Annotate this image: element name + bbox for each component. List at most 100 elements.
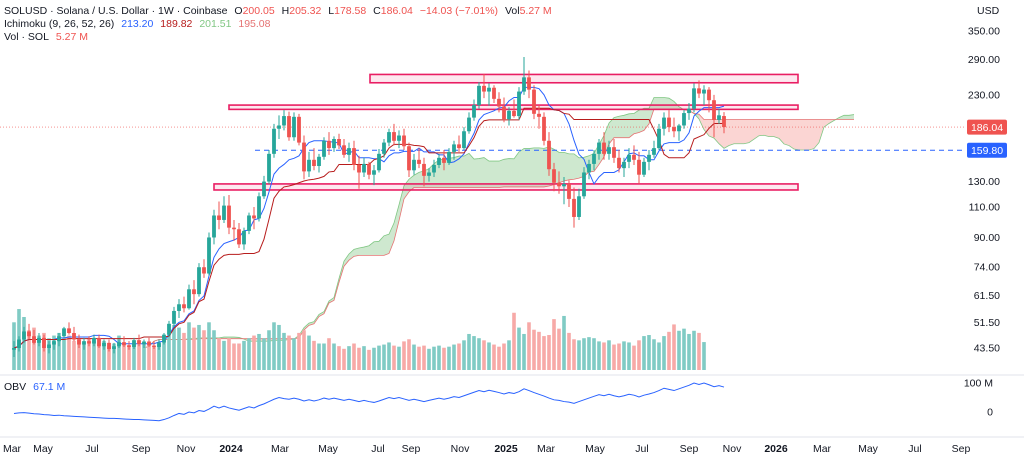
volume-bar — [567, 333, 571, 370]
candle — [612, 139, 616, 163]
candle-body — [222, 206, 226, 220]
candle-body — [37, 338, 41, 343]
candle — [327, 132, 331, 155]
candle — [62, 327, 66, 338]
cloud-segment — [374, 241, 379, 255]
candle-body — [512, 111, 516, 116]
volume-bar — [297, 333, 301, 370]
time-axis: Mar May Jul Sep Nov 2024 Mar May Jul Sep Nov 2025 Ma… — [3, 443, 971, 455]
candle-body — [202, 267, 206, 273]
candle — [242, 228, 246, 250]
price-tick-label: 74.00 — [974, 262, 1000, 274]
cloud-segment — [484, 158, 489, 188]
symbol-title: SOLUSD · Solana / U.S. Dollar · 1W · Coi… — [4, 5, 228, 17]
candle-body — [162, 335, 166, 343]
volume-bar — [322, 344, 326, 371]
ohlc-close: C186.04 — [373, 5, 413, 17]
cloud-segment — [509, 159, 514, 187]
cloud-segment — [734, 120, 739, 144]
candle — [517, 87, 521, 120]
candle-body — [402, 136, 406, 147]
cloud-segment — [539, 148, 544, 187]
time-tick-label: Jul — [371, 443, 384, 455]
candle — [657, 124, 661, 150]
volume-bar — [627, 342, 631, 370]
candle — [382, 139, 386, 158]
volume-bar — [507, 340, 511, 370]
cloud-segment — [529, 148, 534, 187]
volume-bar — [152, 347, 156, 370]
volume-bar — [357, 348, 361, 370]
candle-body — [207, 237, 211, 273]
candle — [212, 210, 216, 245]
candle-body — [677, 125, 681, 131]
volume-bar — [342, 349, 346, 370]
candle — [197, 263, 201, 296]
candle-body — [462, 131, 466, 148]
time-tick-label: May — [318, 443, 339, 455]
candle-body — [692, 88, 696, 108]
candle-body — [537, 114, 541, 117]
candle — [137, 335, 141, 347]
volume-bar — [192, 328, 196, 370]
cloud-segment — [559, 152, 564, 182]
candle-body — [427, 172, 431, 175]
candle-body — [212, 215, 216, 237]
volume-bar — [307, 336, 311, 370]
volume-bar — [392, 346, 396, 370]
candle-body — [87, 341, 91, 343]
obv-line — [14, 383, 724, 421]
volume-bar — [557, 329, 561, 370]
cloud-segment — [749, 120, 754, 143]
price-badge: 159.80 — [967, 143, 1007, 158]
candle-body — [12, 348, 16, 350]
volume-bar — [522, 334, 526, 370]
ichimoku-legend[interactable]: Ichimoku (9, 26, 52, 26) 213.20 189.82 2… — [4, 18, 275, 30]
candle — [352, 141, 356, 171]
volume-bar — [312, 341, 316, 370]
candle-body — [592, 154, 596, 164]
volume-bar — [462, 340, 466, 370]
candle-body — [387, 132, 391, 142]
time-tick-label: Mar — [271, 443, 290, 455]
volume-bar — [387, 342, 391, 370]
candle-body — [337, 139, 341, 145]
obv-legend[interactable]: OBV 67.1 M — [4, 381, 69, 393]
time-tick-label: Nov — [723, 443, 742, 455]
volume-legend[interactable]: Vol · SOL 5.27 M — [4, 31, 92, 43]
candle-body — [467, 118, 471, 132]
candle-body — [522, 77, 526, 91]
volume-bar — [427, 349, 431, 370]
candle-body — [437, 158, 441, 165]
ohlc-high: H205.32 — [282, 5, 322, 17]
candle-body — [627, 155, 631, 162]
candle-body — [547, 141, 551, 169]
volume-bar — [232, 344, 236, 371]
candle-body — [617, 158, 621, 168]
cloud-segment — [814, 120, 819, 149]
currency-label[interactable]: USD — [977, 5, 999, 17]
candle-body — [182, 304, 186, 308]
volume-bar — [267, 330, 271, 370]
price-tick-label: 110.00 — [969, 201, 1000, 213]
ohlc-open: O200.05 — [234, 5, 274, 17]
cloud-segment — [759, 120, 764, 136]
candle — [622, 158, 626, 177]
volume-bar — [207, 322, 211, 370]
candle — [312, 148, 316, 170]
volume-bar — [597, 341, 601, 370]
candle — [267, 150, 271, 184]
cloud-segment — [564, 152, 569, 181]
candle — [412, 154, 416, 175]
candle — [372, 165, 376, 185]
candle-body — [187, 289, 191, 308]
volume-bar — [617, 344, 621, 371]
candle — [632, 145, 636, 165]
price-badge-label: 159.80 — [971, 145, 1003, 157]
candle-body — [137, 340, 141, 344]
volume-bar — [167, 333, 171, 370]
volume-bar — [502, 344, 506, 371]
volume-bar — [67, 336, 71, 370]
candle-body — [712, 100, 716, 120]
